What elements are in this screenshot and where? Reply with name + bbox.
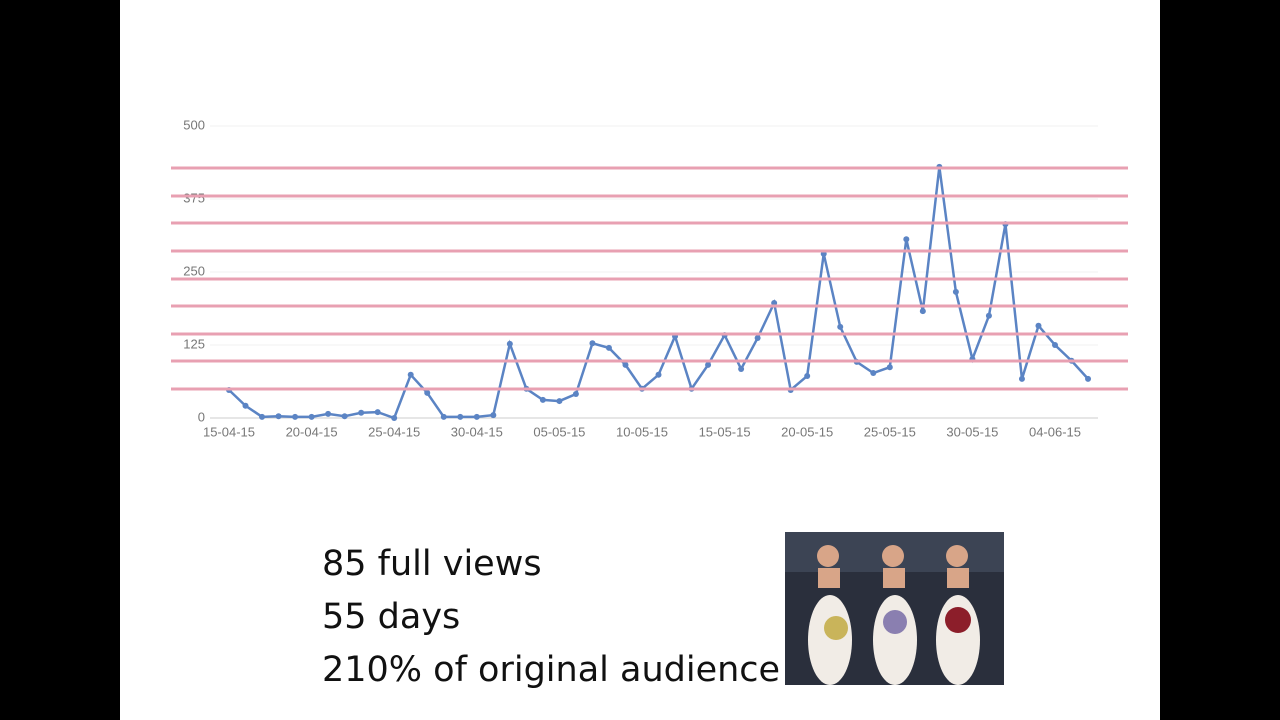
data-point <box>374 409 381 416</box>
data-point <box>837 323 844 330</box>
note-line: 85 full views <box>322 544 542 584</box>
data-point <box>341 413 348 420</box>
data-point <box>424 389 431 396</box>
grid: 0 125 250 375 500 15-04-15 20-04-15 25-04-15 30-… <box>183 117 1098 439</box>
data-point <box>655 371 662 378</box>
data-point <box>242 402 249 409</box>
x-tick-label: 25-04-15 <box>368 424 420 439</box>
data-point <box>1035 322 1042 329</box>
data-point <box>572 391 579 398</box>
data-point <box>325 410 332 417</box>
data-point <box>771 299 778 306</box>
x-tick-label: 30-05-15 <box>946 424 998 439</box>
data-point <box>605 344 612 351</box>
y-tick-label: 0 <box>198 409 205 424</box>
data-point <box>539 396 546 403</box>
data-point <box>985 312 992 319</box>
x-tick-label: 25-05-15 <box>864 424 916 439</box>
data-point <box>308 413 315 420</box>
data-point <box>622 361 629 368</box>
x-tick-label: 15-04-15 <box>203 424 255 439</box>
data-point <box>754 334 761 341</box>
y-tick-label: 125 <box>183 336 205 351</box>
x-tick-label: 30-04-15 <box>451 424 503 439</box>
data-point <box>870 370 877 377</box>
data-point <box>952 288 959 295</box>
data-point <box>473 413 480 420</box>
x-tick-label: 05-05-15 <box>533 424 585 439</box>
data-point <box>358 409 365 416</box>
data-point <box>275 413 282 420</box>
note-line: 210% of original audience <box>322 650 780 690</box>
x-tick-label: 10-05-15 <box>616 424 668 439</box>
data-point <box>886 364 893 371</box>
photo <box>785 532 1004 685</box>
data-point <box>506 340 513 347</box>
y-tick-label: 500 <box>183 117 205 132</box>
data-point <box>1085 375 1092 382</box>
data-point <box>903 236 910 243</box>
data-point <box>804 372 811 379</box>
highlight-lines <box>171 166 1128 391</box>
data-point <box>391 415 398 421</box>
x-tick-label: 20-04-15 <box>286 424 338 439</box>
data-point <box>1052 342 1058 348</box>
data-point <box>556 398 563 405</box>
data-point <box>292 413 299 420</box>
data-point <box>738 365 745 372</box>
x-tick-label: 20-05-15 <box>781 424 833 439</box>
data-point <box>490 412 497 419</box>
y-tick-label: 375 <box>183 190 205 205</box>
y-tick-label: 250 <box>183 263 205 278</box>
data-point <box>407 371 414 378</box>
note-line: 55 days <box>322 597 460 637</box>
x-tick-label: 15-05-15 <box>699 424 751 439</box>
data-point <box>259 413 266 420</box>
data-point <box>589 340 596 347</box>
data-point <box>1018 375 1025 382</box>
data-point <box>457 413 464 420</box>
data-point <box>919 308 926 315</box>
data-point <box>705 361 712 368</box>
data-point <box>440 413 447 420</box>
x-tick-label: 04-06-15 <box>1029 424 1081 439</box>
